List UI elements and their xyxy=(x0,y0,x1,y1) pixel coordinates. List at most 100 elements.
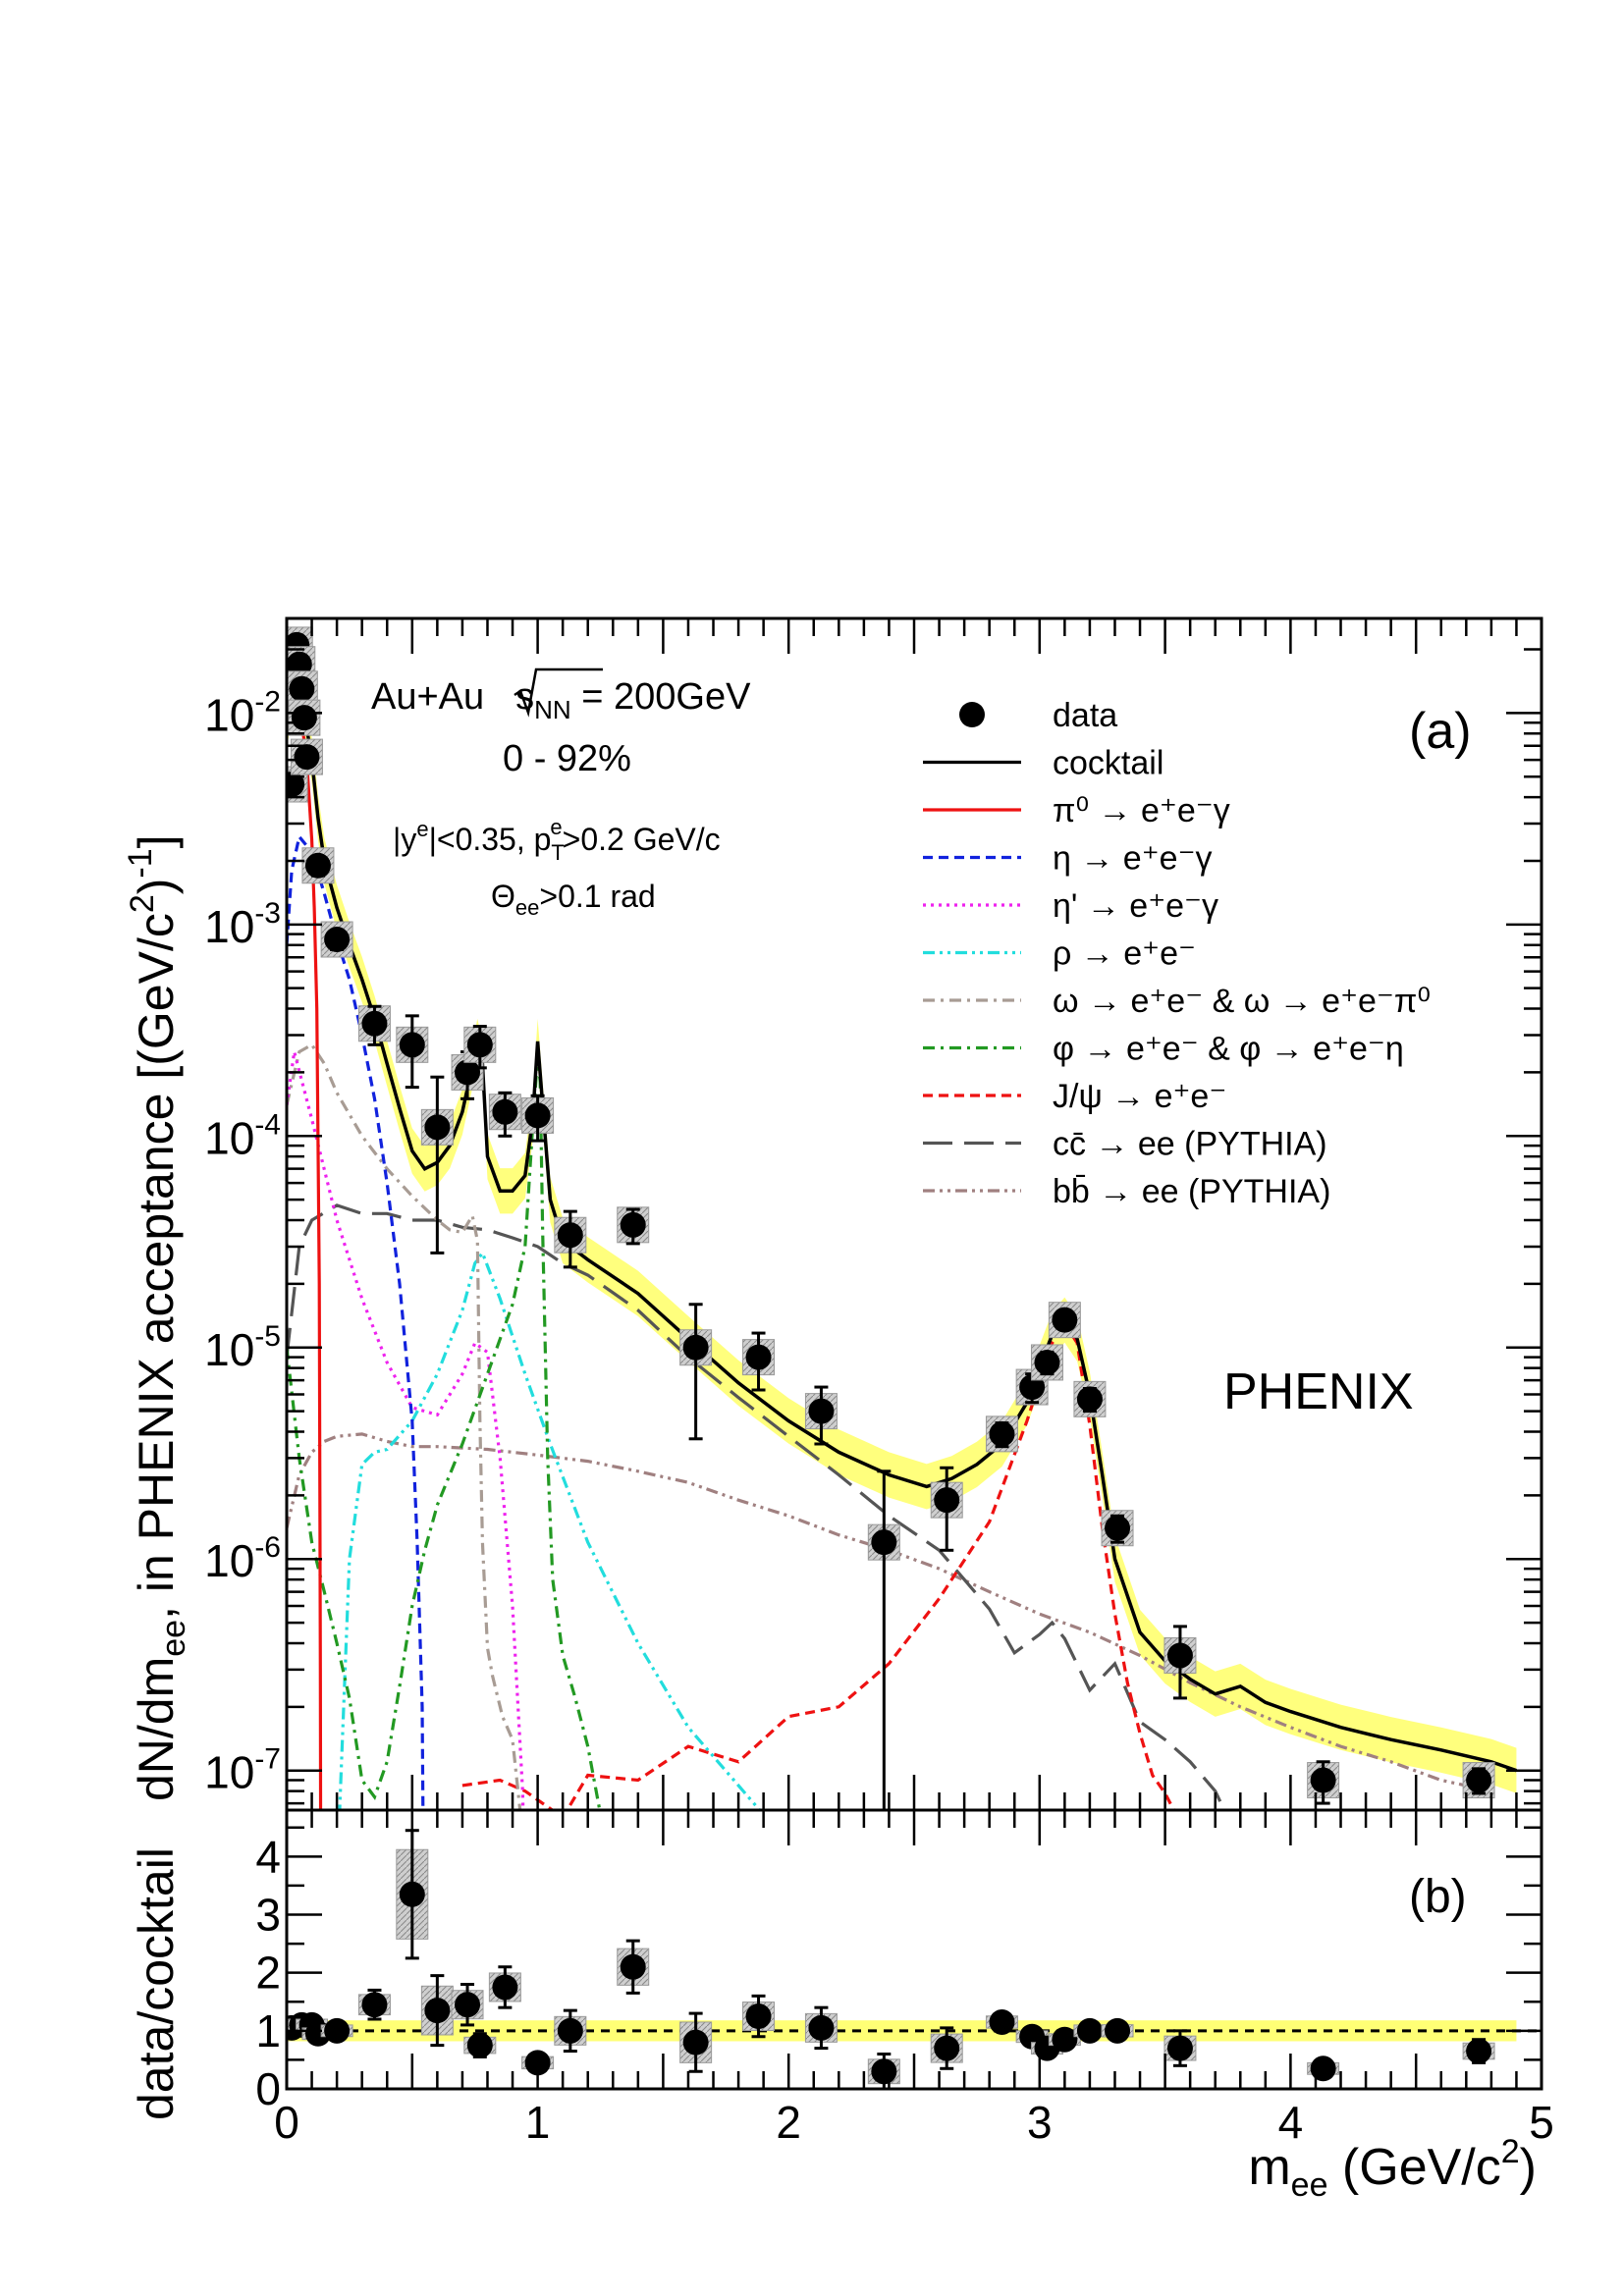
phenix-label: PHENIX xyxy=(1223,1363,1414,1420)
energy-label: = 200GeV xyxy=(571,676,751,718)
legend-label: η → e⁺e⁻γ xyxy=(1053,840,1213,878)
cut-pt-sub: T xyxy=(551,840,564,865)
y-tick-base: 10 xyxy=(204,1747,254,1798)
ratio-point xyxy=(1166,2035,1193,2061)
data-point xyxy=(1052,1307,1078,1333)
ratio-point xyxy=(745,2003,772,2030)
ratio-point xyxy=(455,1992,481,2018)
cut-y-val: |<0.35, p xyxy=(429,822,552,857)
data-point xyxy=(557,1222,583,1249)
data-point xyxy=(1034,1349,1060,1375)
x-title-tail: (GeV/c xyxy=(1327,2139,1500,2196)
y-tick-label: 10-7 xyxy=(204,1743,281,1798)
theta-val: >0.1 rad xyxy=(539,879,655,914)
panel-a-mass-spectrum: 10-7 10-6 10-5 10-4 10-3 10-2 dN/dmee, i… xyxy=(122,616,1543,1812)
y-tick-label: 10-2 xyxy=(204,685,281,740)
cut-pt-sup: e xyxy=(550,815,562,839)
system-energy-label: Au+Au sNN = 200GeV xyxy=(371,676,751,724)
y-tick-exp: -4 xyxy=(254,1108,281,1141)
ratio-point xyxy=(682,2029,709,2056)
ratio-y-tick-label: 4 xyxy=(255,1831,281,1882)
kinematic-cut-label: |ye|<0.35, pTe>0.2 GeV/c xyxy=(393,815,721,865)
legend: data cocktail π⁰ → e⁺e⁻γ η → e⁺e⁻γ η' → e⁺e⁻… xyxy=(923,697,1431,1210)
y-tick-base: 10 xyxy=(204,1535,254,1586)
data-point xyxy=(361,1010,388,1037)
data-point xyxy=(492,1098,518,1125)
ratio-point xyxy=(989,2008,1015,2035)
ratio-point xyxy=(871,2058,897,2085)
data-point xyxy=(289,675,315,702)
y-tick-labels-b: 0 1 2 3 4 xyxy=(255,1831,281,2114)
x-title-main: m xyxy=(1248,2139,1290,2196)
legend-label: cocktail xyxy=(1053,745,1163,782)
panel-b-ratio: 0 1 2 3 4 0 1 2 3 4 5 data/cocktail (b) … xyxy=(129,1808,1554,2204)
y-title-exp2: 2 xyxy=(124,894,161,913)
cut-pt-val: >0.2 GeV/c xyxy=(563,822,721,857)
data-point xyxy=(1166,1642,1193,1669)
panel-a-label: (a) xyxy=(1409,703,1472,760)
curve-jpsi xyxy=(461,1320,1176,1810)
data-point xyxy=(1076,1386,1103,1413)
curve-cc xyxy=(287,1203,1226,1810)
data-point xyxy=(745,1344,772,1370)
ratio-point xyxy=(934,2035,960,2061)
data-point xyxy=(304,852,331,879)
data-point xyxy=(934,1487,960,1514)
theta-sub: ee xyxy=(515,895,539,920)
y-tick-exp: -3 xyxy=(254,897,281,930)
data-point xyxy=(399,1032,425,1058)
y-axis-title-a: dN/dmee, in PHENIX acceptance [(GeV/c2)-… xyxy=(122,834,192,1801)
ratio-point xyxy=(1310,2056,1336,2082)
ratio-point xyxy=(1076,2017,1103,2044)
y-tick-base: 10 xyxy=(204,689,254,740)
x-title-sub: ee xyxy=(1291,2166,1328,2204)
y-tick-exp: -7 xyxy=(254,1743,281,1776)
legend-label: cc̄ → ee (PYTHIA) xyxy=(1053,1126,1327,1163)
ratio-point xyxy=(492,1974,518,2001)
x-axis-title: mee (GeV/c2) xyxy=(1248,2133,1537,2204)
legend-label: ρ → e⁺e⁻ xyxy=(1053,935,1196,973)
y-tick-label: 10-4 xyxy=(204,1108,281,1163)
y-title-bracket: ] xyxy=(129,834,184,848)
legend-label: bb̄ → ee (PYTHIA) xyxy=(1053,1173,1330,1210)
x-tick-label: 5 xyxy=(1529,2097,1554,2148)
data-point xyxy=(287,772,305,798)
data-point xyxy=(524,1102,551,1129)
data-point xyxy=(871,1529,897,1556)
x-tick-label: 0 xyxy=(274,2097,299,2148)
ratio-y-tick-label: 2 xyxy=(255,1948,281,1999)
data-point xyxy=(287,651,312,677)
x-tick-label: 1 xyxy=(525,2097,551,2148)
data-point xyxy=(466,1032,493,1058)
ratio-y-tick-label: 3 xyxy=(255,1890,281,1941)
legend-label: J/ψ → e⁺e⁻ xyxy=(1053,1078,1226,1115)
ratio-point xyxy=(808,2014,835,2041)
sqrt-symbol xyxy=(514,667,603,718)
ratio-point xyxy=(1105,2017,1131,2044)
cut-y: |y xyxy=(393,822,416,857)
y-tick-exp: -5 xyxy=(254,1320,281,1353)
data-point xyxy=(1466,1767,1492,1793)
curve-bb xyxy=(287,1432,1492,1793)
ratio-point xyxy=(1052,2026,1078,2053)
panel-b-axis-ticks xyxy=(285,1810,1543,2091)
y-tick-base: 10 xyxy=(204,901,254,952)
y-tick-labels-a: 10-7 10-6 10-5 10-4 10-3 10-2 xyxy=(204,685,281,1797)
legend-label: η' → e⁺e⁻γ xyxy=(1053,887,1218,925)
curve-phi xyxy=(287,1055,602,1810)
data-point xyxy=(1019,1374,1046,1401)
data-point xyxy=(808,1398,835,1424)
y-tick-label: 10-5 xyxy=(204,1320,281,1375)
ratio-point xyxy=(1466,2038,1492,2064)
panel-b-label: (b) xyxy=(1409,1871,1467,1923)
y-title-main: dN/dm xyxy=(129,1657,184,1801)
legend-label: ω → e⁺e⁻ & ω → e⁺e⁻π⁰ xyxy=(1053,983,1431,1020)
curve-pi0 xyxy=(287,690,323,1810)
x-tick-label: 3 xyxy=(1027,2097,1053,2148)
y-title-sub: ee xyxy=(155,1620,192,1657)
y-axis-title-b: data/cocktail xyxy=(129,1847,184,2120)
legend-marker xyxy=(959,702,985,727)
y-title-expm1: -1 xyxy=(122,848,159,878)
y-tick-base: 10 xyxy=(204,1112,254,1163)
